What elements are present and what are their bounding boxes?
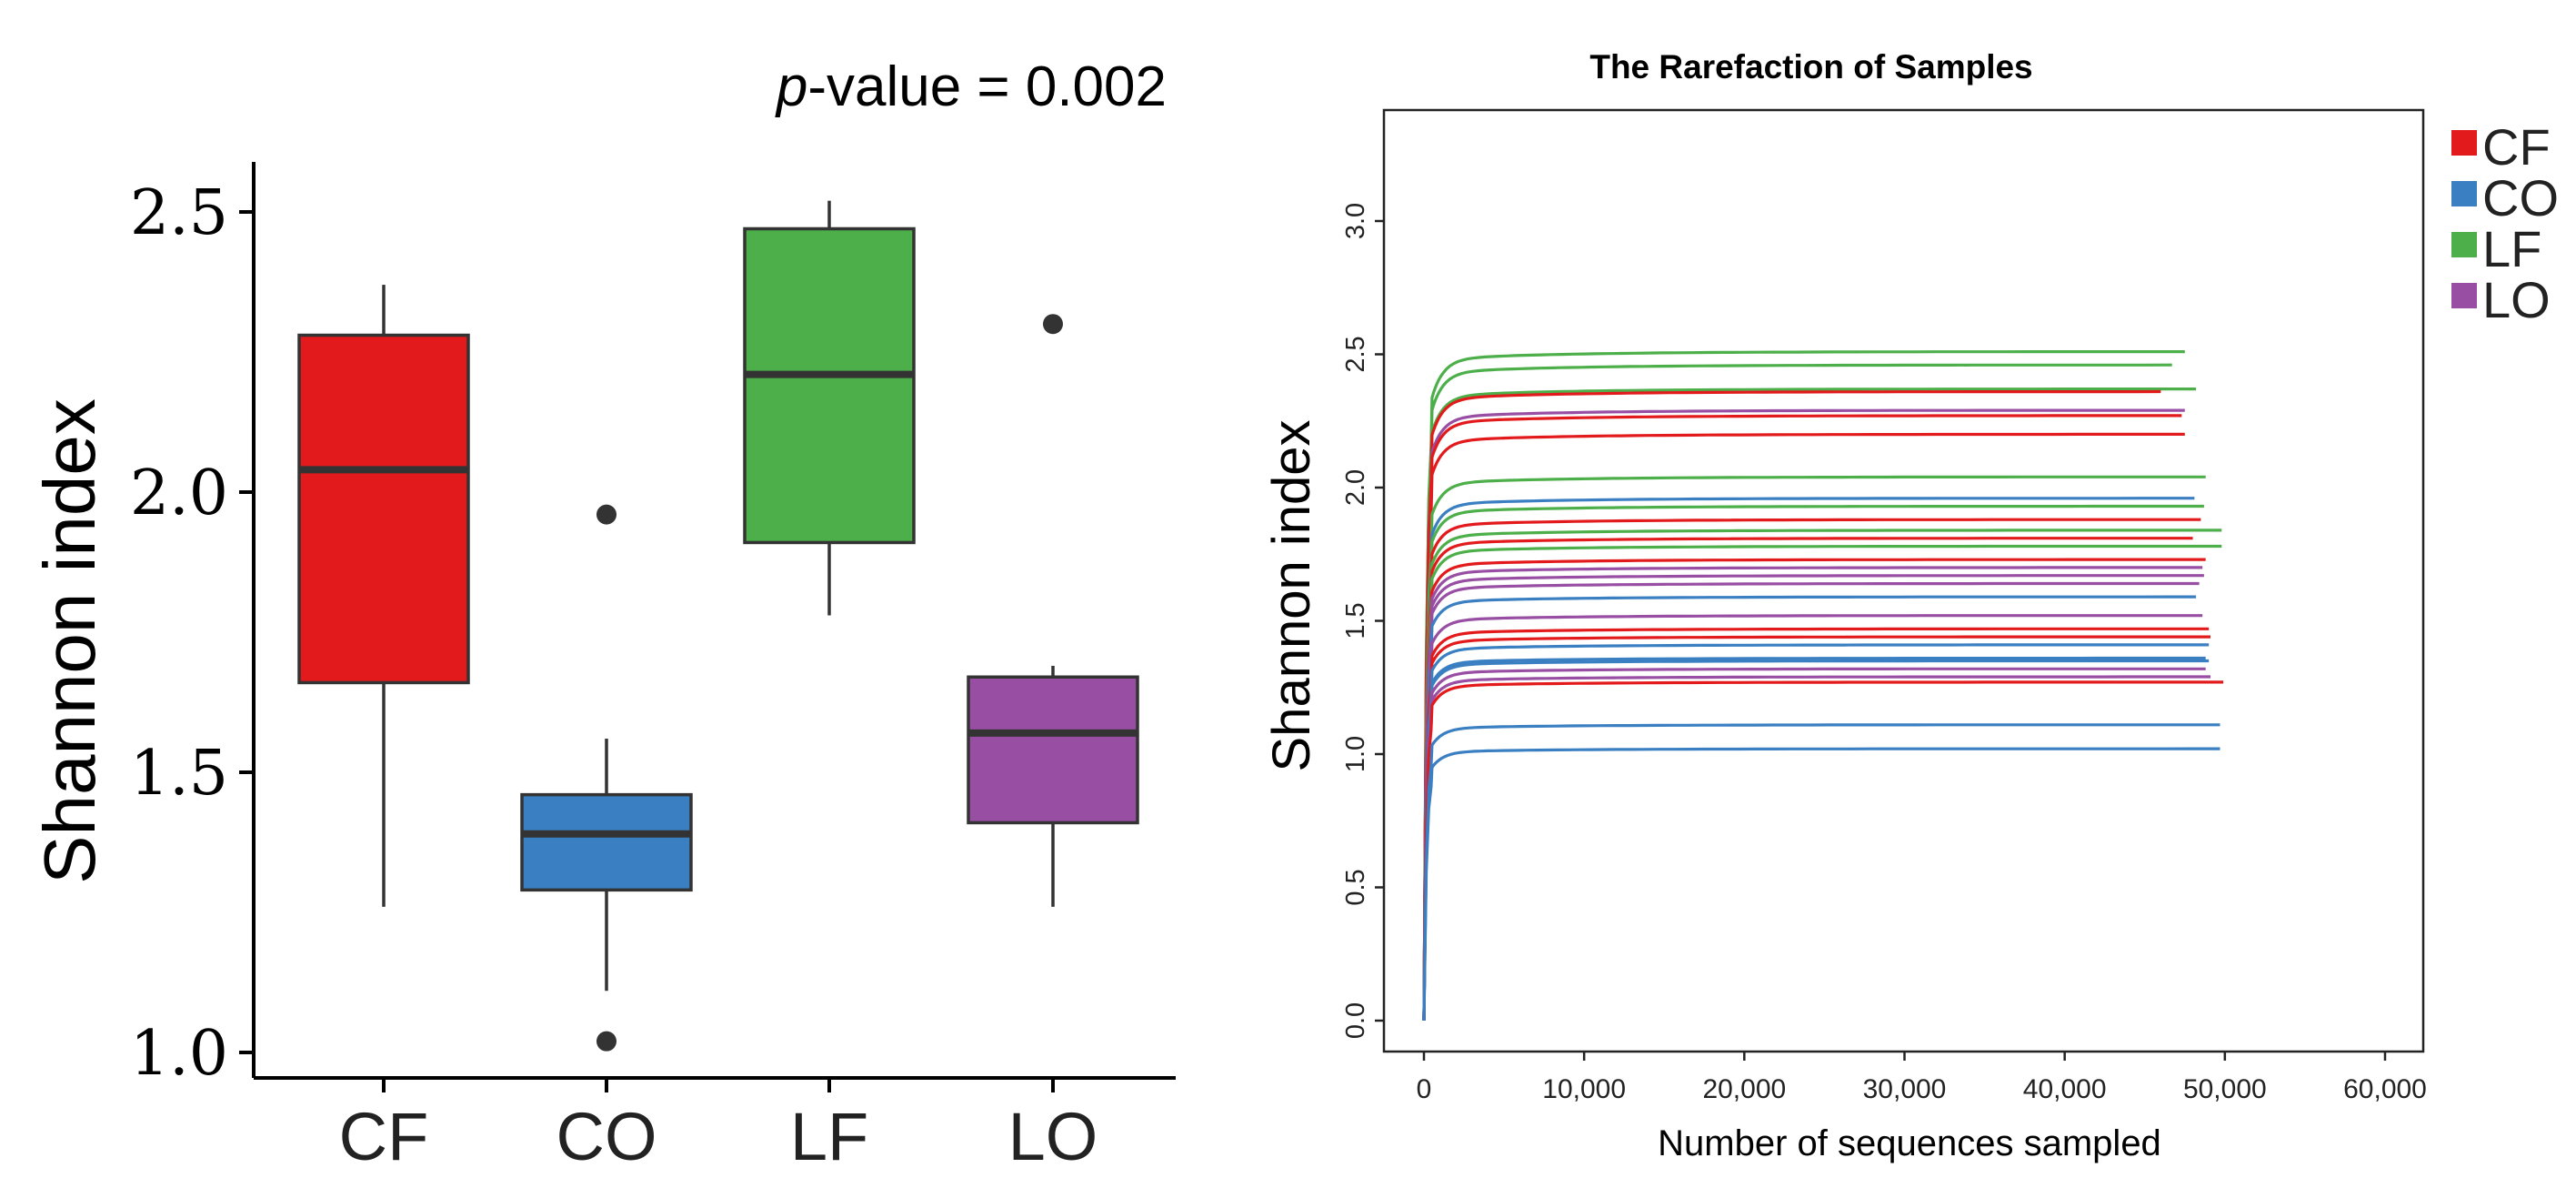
rarefaction-line-cf: [1422, 635, 2210, 1022]
boxplot-y-tick-label: 2.5: [130, 177, 228, 249]
rarefaction-line-lf: [1422, 544, 2222, 1022]
boxplot-chart: p-value = 0.002 Shannon index 1.0 1.5 2.0 2…: [29, 55, 1176, 1174]
rarefaction-x-tick-label: 60,000: [2343, 1074, 2427, 1104]
rarefaction-line-co: [1422, 656, 2206, 1022]
boxplot-x-tick-label: CF: [339, 1099, 429, 1174]
box-outlier-point: [596, 1031, 616, 1052]
rarefaction-x-axis-label: Number of sequences sampled: [1658, 1123, 2161, 1163]
rarefaction-line-lo: [1422, 574, 2204, 1022]
rarefaction-y-axis-label: Shannon index: [1262, 420, 1321, 772]
legend-label-cf: CF: [2482, 118, 2551, 176]
rarefaction-title: The Rarefaction of Samples: [1589, 48, 2032, 86]
boxplot-y-tick-label: 1.5: [130, 738, 228, 810]
box-outlier-point: [1043, 314, 1063, 335]
boxplot-y-axis-label: Shannon index: [29, 398, 110, 884]
rarefaction-line-lf: [1422, 388, 2197, 1022]
legend-swatch-cf: [2451, 130, 2477, 156]
rarefaction-line-co: [1422, 595, 2197, 1022]
rarefaction-line-cf: [1422, 389, 2161, 1022]
boxplot-y-tick-label: 1.0: [130, 1018, 228, 1090]
rarefaction-line-lf: [1422, 504, 2204, 1022]
p-value-text: -value = 0.002: [807, 55, 1167, 118]
rarefaction-line-lo: [1422, 408, 2185, 1022]
rarefaction-line-lf: [1422, 529, 2222, 1022]
legend-label-lf: LF: [2482, 220, 2541, 277]
box-outlier-point: [596, 504, 616, 525]
rarefaction-line-lo: [1422, 614, 2203, 1022]
rarefaction-line-co: [1422, 659, 2210, 1022]
rarefaction-x-tick-label: 0: [1417, 1074, 1432, 1104]
rarefaction-y-tick-label: 1.5: [1341, 602, 1370, 639]
rarefaction-line-cf: [1422, 627, 2210, 1022]
boxplot-x-tick-label: LF: [790, 1099, 868, 1174]
rarefaction-x-tick-label: 50,000: [2183, 1074, 2267, 1104]
p-value-annotation: p-value = 0.002: [775, 55, 1167, 118]
rarefaction-line-co: [1422, 723, 2220, 1022]
rarefaction-line-cf: [1422, 432, 2185, 1022]
rarefaction-line-co: [1422, 747, 2220, 1022]
rarefaction-line-lf: [1422, 475, 2206, 1022]
rarefaction-y-tick-label: 2.0: [1341, 469, 1370, 506]
rarefaction-line-cf: [1422, 680, 2224, 1022]
rarefaction-line-co: [1422, 643, 2210, 1022]
box-iqr-rect: [967, 675, 1139, 825]
rarefaction-y-tick-label: 1.0: [1341, 736, 1370, 772]
legend-label-co: CO: [2482, 169, 2559, 227]
legend-label-lo: LO: [2482, 271, 2551, 328]
rarefaction-line-lf: [1422, 363, 2172, 1022]
rarefaction-line-cf: [1422, 537, 2193, 1022]
rarefaction-line-lo: [1422, 667, 2206, 1022]
rarefaction-line-cf: [1422, 518, 2201, 1022]
box-lf: [743, 200, 916, 616]
box-iqr-rect: [520, 792, 693, 892]
legend-swatch-lo: [2451, 283, 2477, 308]
box-lo: [967, 314, 1139, 907]
rarefaction-x-tick-label: 40,000: [2023, 1074, 2107, 1104]
boxplot-y-tick-label: 2.0: [130, 458, 228, 529]
boxplot-x-tick-label: CO: [556, 1099, 657, 1174]
box-iqr-rect: [297, 333, 470, 685]
rarefaction-line-co: [1422, 497, 2195, 1022]
rarefaction-line-lo: [1422, 675, 2210, 1022]
rarefaction-y-tick-label: 0.5: [1341, 869, 1370, 905]
rarefaction-y-tick-label: 2.5: [1341, 336, 1370, 372]
legend-swatch-co: [2451, 181, 2477, 206]
rarefaction-x-tick-label: 30,000: [1863, 1074, 1947, 1104]
rarefaction-line-lo: [1422, 566, 2203, 1022]
box-cf: [297, 285, 470, 907]
rarefaction-y-tick-label: 3.0: [1341, 203, 1370, 239]
rarefaction-chart: The Rarefaction of Samples Shannon index…: [1262, 48, 2559, 1163]
rarefaction-y-tick-label: 0.0: [1341, 1002, 1370, 1039]
rarefaction-line-lo: [1422, 581, 2200, 1022]
rarefaction-line-cf: [1422, 558, 2206, 1022]
rarefaction-line-cf: [1422, 414, 2182, 1022]
rarefaction-x-tick-label: 20,000: [1702, 1074, 1786, 1104]
boxplot-x-tick-label: LO: [1008, 1099, 1098, 1174]
box-co: [520, 504, 693, 1052]
legend-swatch-lf: [2451, 232, 2477, 257]
p-value-italic: p: [775, 55, 807, 118]
rarefaction-plot-frame: [1382, 108, 2425, 1053]
box-iqr-rect: [743, 227, 916, 545]
rarefaction-line-lf: [1422, 350, 2185, 1022]
rarefaction-x-tick-label: 10,000: [1542, 1074, 1626, 1104]
